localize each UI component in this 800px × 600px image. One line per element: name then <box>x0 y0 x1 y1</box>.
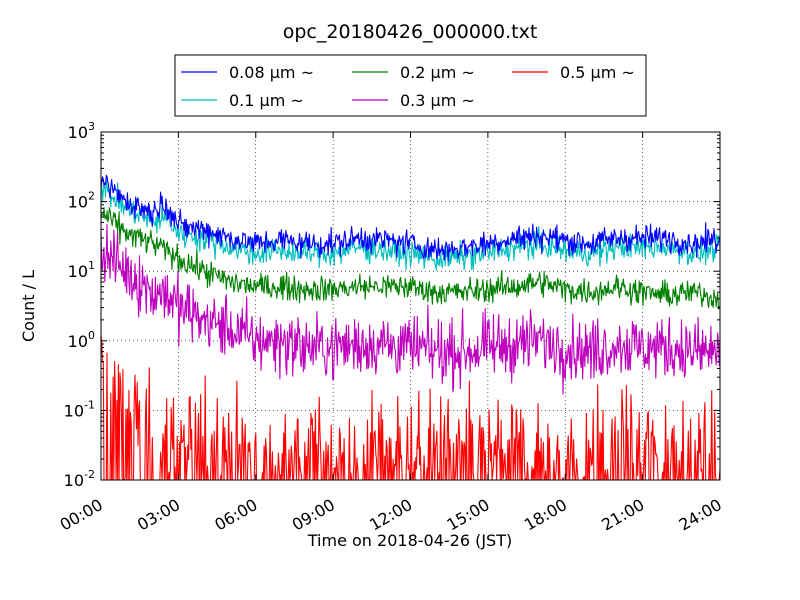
y-tick-exponent: -2 <box>84 468 95 481</box>
y-tick-exponent: -1 <box>84 398 95 411</box>
y-tick-label: 100 <box>68 329 95 351</box>
legend-frame <box>174 54 647 117</box>
y-tick-exponent: 0 <box>88 329 95 342</box>
chart-title: opc_20180426_000000.txt <box>283 21 538 43</box>
legend-label: 0.08 μm ~ <box>229 63 314 82</box>
y-axis-label: Count / L <box>19 270 38 342</box>
y-tick-base: 10 <box>68 123 88 142</box>
y-tick-label: 10-1 <box>64 398 95 420</box>
legend-label: 0.5 μm ~ <box>560 63 635 82</box>
y-tick-label: 101 <box>68 259 95 281</box>
series-line-2 <box>100 207 721 310</box>
x-axis-label: Time on 2018-04-26 (JST) <box>307 531 512 550</box>
legend: 0.08 μm ~ 0.1 μm ~ 0.2 μm ~ 0.3 μm ~ 0.5 μm … <box>174 54 647 117</box>
legend-label: 0.2 μm ~ <box>400 63 475 82</box>
y-tick-label: 102 <box>68 190 95 212</box>
y-tick-base: 10 <box>64 471 84 490</box>
y-tick-exponent: 1 <box>88 259 95 272</box>
series-line-3 <box>100 224 721 395</box>
y-tick-base: 10 <box>68 193 88 212</box>
series-line-1 <box>100 179 721 271</box>
y-tick-exponent: 3 <box>88 120 95 133</box>
series-line-0 <box>100 174 721 262</box>
y-tick-label: 103 <box>68 120 95 142</box>
legend-label: 0.1 μm ~ <box>229 91 304 110</box>
y-tick-label: 10-2 <box>64 468 95 490</box>
y-tick-exponent: 2 <box>88 190 95 203</box>
legend-label: 0.3 μm ~ <box>400 91 475 110</box>
y-tick-base: 10 <box>68 332 88 351</box>
y-tick-base: 10 <box>64 401 84 420</box>
y-tick-base: 10 <box>68 262 88 281</box>
